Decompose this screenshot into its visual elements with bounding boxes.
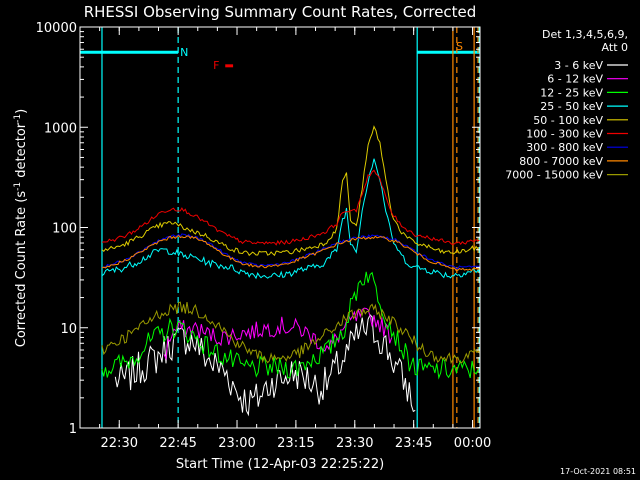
series-line-3 <box>101 271 479 380</box>
y-axis-label-end: ) <box>14 109 29 114</box>
y-tick-label: 10 <box>60 322 77 337</box>
series-line-5 <box>101 125 481 257</box>
legend-label: 800 - 7000 keV <box>519 155 603 168</box>
chart-title: RHESSI Observing Summary Count Rates, Co… <box>84 3 477 21</box>
x-tick-label: 22:45 <box>159 436 196 451</box>
series-line-4 <box>101 158 481 280</box>
annotations: N F S <box>180 40 463 72</box>
y-axis-label-sup2: -1 <box>13 114 23 123</box>
legend-label: 300 - 800 keV <box>526 141 603 154</box>
y-tick-label: 10000 <box>36 21 77 36</box>
x-axis-ticks: 22:30 22:45 23:00 23:15 23:30 23:45 00:00 <box>99 27 491 451</box>
series-line-6 <box>101 169 481 246</box>
legend-label: 25 - 50 keV <box>540 100 603 113</box>
interval-markers <box>80 27 480 428</box>
y-tick-label: 100 <box>52 222 77 237</box>
plot-area: NFS 22:30 22:45 23:00 23:15 23:30 23:45 00:00 … <box>36 21 492 451</box>
x-tick-label: 23:30 <box>336 436 373 451</box>
legend-title-detectors: Det 1,3,4,5,6,9, <box>542 28 628 41</box>
x-tick-label: 23:45 <box>395 436 432 451</box>
x-tick-label: 23:15 <box>277 436 314 451</box>
y-tick-label: 1000 <box>44 121 77 136</box>
y-axis-label-main: Corrected Count Rate (s <box>14 191 29 348</box>
y-axis-label-sup1: -1 <box>13 182 23 191</box>
y-axis-label: Corrected Count Rate (s-1 detector-1) <box>13 109 29 347</box>
annotation-n: N <box>180 46 188 59</box>
x-tick-label: 23:00 <box>218 436 255 451</box>
series-line-7 <box>101 233 481 270</box>
series-lines <box>101 125 481 417</box>
legend-label: 100 - 300 keV <box>526 128 603 141</box>
series-line-8 <box>101 234 481 272</box>
series-line-2 <box>163 307 393 361</box>
legend-label: 3 - 6 keV <box>554 59 603 72</box>
series-line-1 <box>114 314 416 417</box>
y-axis-ticks: 1 10 100 1000 10000 <box>36 21 480 437</box>
y-tick-label: 1 <box>69 422 77 437</box>
y-axis-label-mid: detector <box>14 122 29 182</box>
legend-label: 50 - 100 keV <box>533 114 603 127</box>
legend-title-attenuator: Att 0 <box>602 41 628 54</box>
legend-label: 12 - 25 keV <box>540 86 603 99</box>
annotation-s: S <box>456 40 463 53</box>
series-line-9 <box>101 301 481 365</box>
generated-timestamp: 17-Oct-2021 08:51 <box>560 467 636 476</box>
x-axis-label: Start Time (12-Apr-03 22:25:22) <box>176 457 384 472</box>
x-tick-label: 22:30 <box>101 436 138 451</box>
annotation-f: F <box>213 59 219 72</box>
legend-label: 6 - 12 keV <box>547 73 603 86</box>
legend-label: 7000 - 15000 keV <box>505 169 603 182</box>
x-tick-label: 00:00 <box>454 436 491 451</box>
